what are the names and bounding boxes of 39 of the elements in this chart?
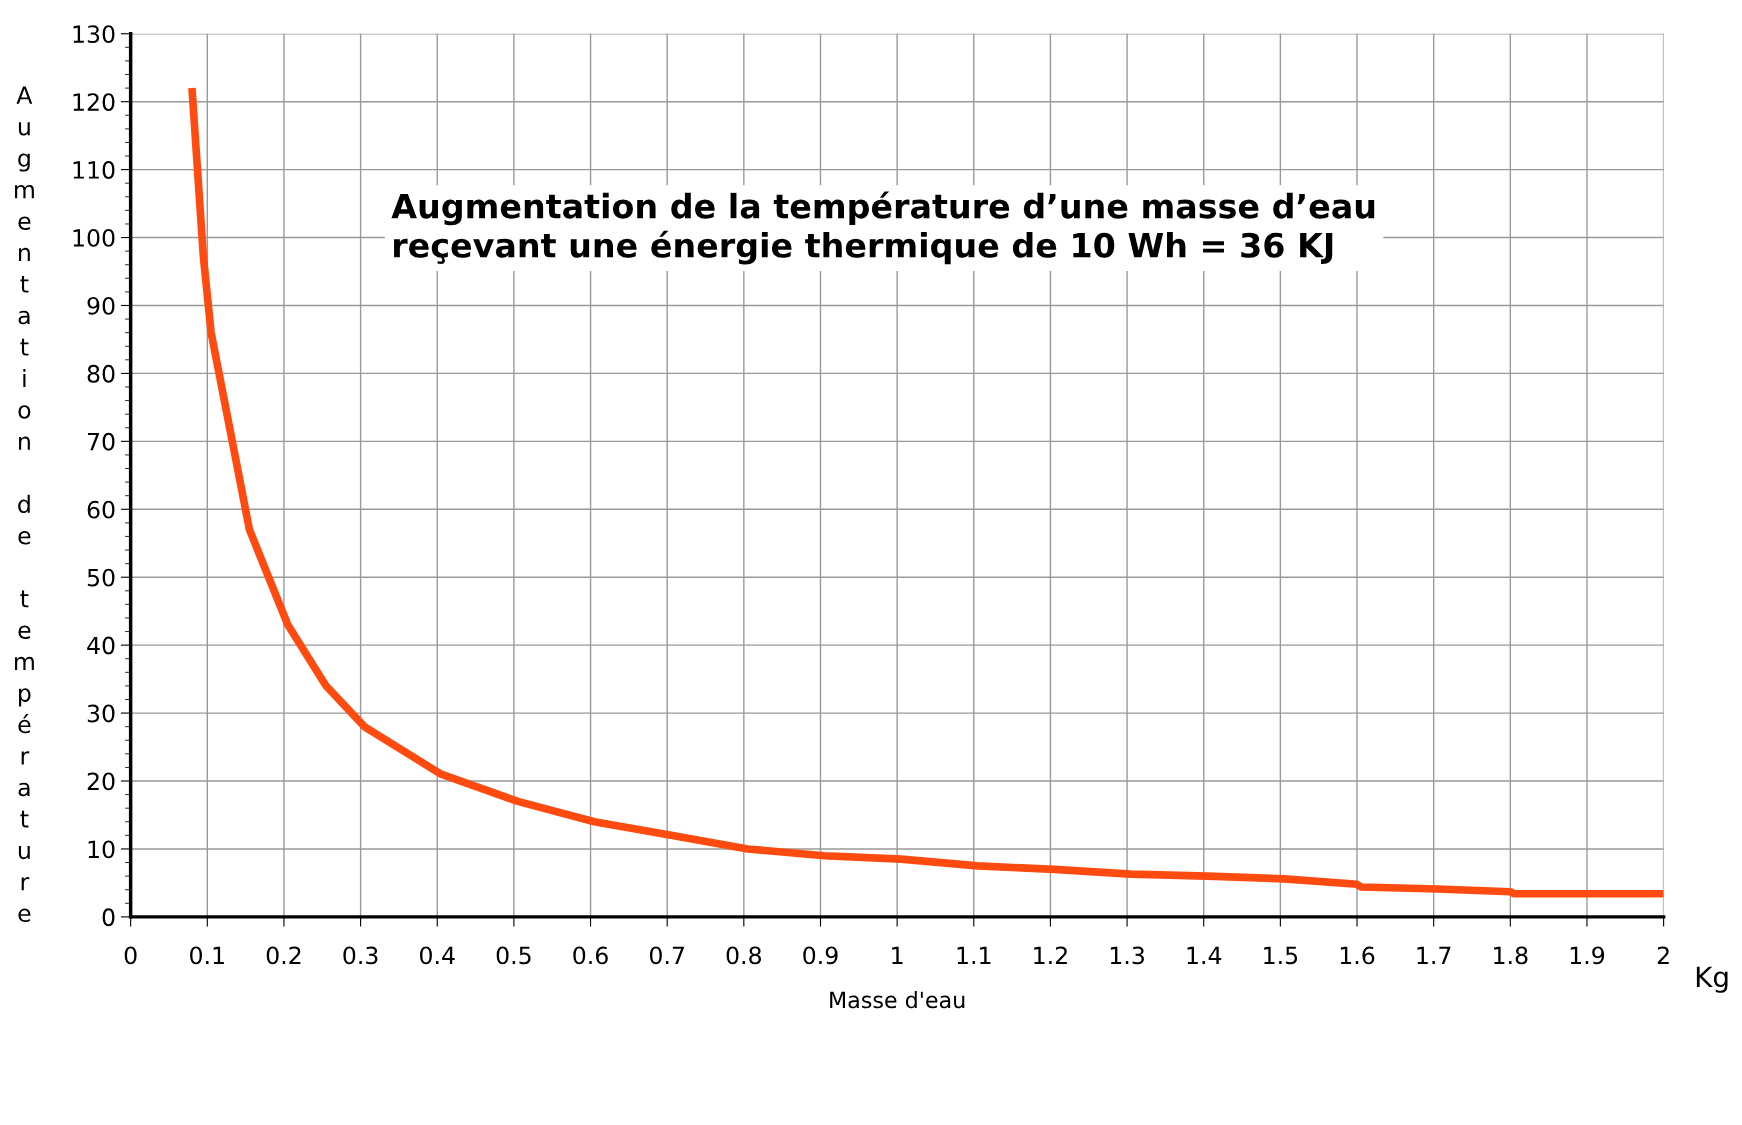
y-tick-label: 20: [87, 772, 115, 791]
x-tick-label: 1: [892, 946, 903, 964]
y-tick-label: 110: [73, 161, 115, 179]
x-tick-label: 1.5: [1264, 946, 1298, 965]
y-tick-label: 30: [87, 704, 115, 723]
x-tick-label: 1.6: [1340, 946, 1375, 965]
y-tick-label: 90: [87, 296, 115, 315]
x-tick-label: 0.4: [420, 946, 455, 965]
y-tick-label: 100: [73, 228, 115, 247]
x-axis-title: Masse d'eau: [830, 991, 965, 1009]
x-tick-label: 0.8: [726, 946, 761, 965]
x-tick-label: 1.2: [1034, 946, 1067, 964]
text: Augmentation de la température d’une masse d’eau reçevant une énergie thermique de 10 Wh = 36 KJ: [391, 191, 1375, 265]
x-tick-label: 1.7: [1417, 946, 1451, 964]
y-tick-label: 130: [73, 25, 115, 44]
y-tick-label: 60: [87, 500, 115, 519]
y-tick-label: 0: [102, 908, 115, 927]
x-tick-label: 1.9: [1570, 946, 1605, 965]
y-tick-label: 120: [73, 93, 115, 111]
x-tick-label: 2: [1657, 946, 1669, 964]
x-tick-label: 0.9: [803, 946, 838, 965]
x-tick-label: 0.5: [496, 946, 531, 965]
y-tick-label: 40: [87, 636, 115, 655]
x-tick-label: 1.1: [957, 946, 991, 964]
y-tick-label: 80: [87, 364, 115, 383]
text: Augmentation de température: [15, 86, 34, 923]
x-tick-label: 0.3: [343, 946, 378, 965]
y-tick-label: 70: [87, 432, 115, 451]
y-tick-label: 50: [87, 568, 115, 587]
y-tick-label: 10: [88, 840, 115, 859]
x-tick-label: 1.8: [1494, 946, 1528, 965]
x-tick-label: 0: [124, 946, 137, 965]
x-tick-label: 0.6: [573, 946, 608, 965]
x-tick-label: 1.4: [1187, 946, 1222, 964]
x-tick-label: 0.2: [266, 946, 301, 965]
x-tick-label: 1.3: [1110, 946, 1144, 965]
x-tick-label: 0.1: [190, 946, 224, 965]
x-tick-label: 0.7: [649, 946, 684, 965]
text: Kg: [1696, 966, 1728, 993]
